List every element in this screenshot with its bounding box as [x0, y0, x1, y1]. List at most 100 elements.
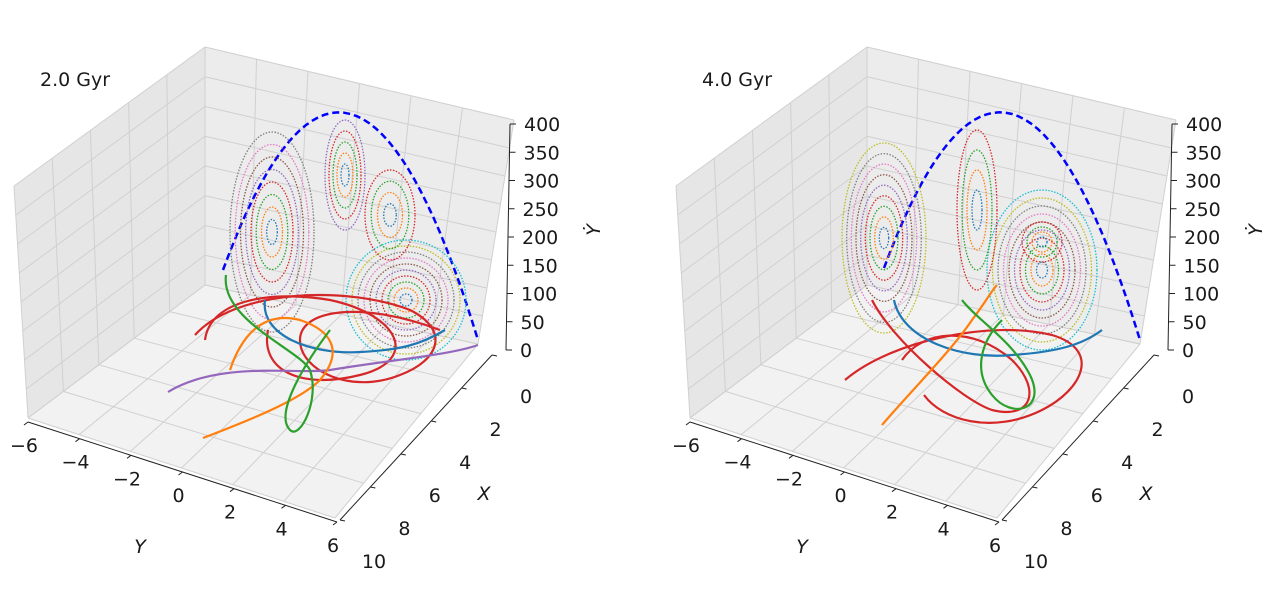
left-island-orbit-section: [878, 226, 890, 250]
side-gridline-horizontal: [25, 254, 206, 390]
right-island-orbit-section: [1030, 253, 1054, 287]
side-gridline-horizontal: [687, 254, 868, 390]
central-island-orbit-section: [332, 141, 358, 209]
central-island-orbit-section: [956, 129, 998, 291]
x-tick: [685, 421, 691, 426]
floor-gridline-x: [831, 311, 1112, 380]
x-tick-label: −4: [61, 452, 89, 474]
x-tick: [737, 438, 742, 443]
side-gridline-horizontal: [689, 284, 868, 419]
upper-island-orbit-section: [370, 180, 410, 250]
small-island-orbit-section: [1021, 221, 1063, 263]
chart-title: 2.0 Gyr: [40, 69, 110, 91]
right-island-orbit-section: [1013, 229, 1071, 311]
back-gridline-horizontal: [204, 165, 497, 233]
side-gridline-horizontal: [679, 106, 868, 245]
x-tick: [281, 504, 286, 509]
z-tick-label: 300: [1185, 171, 1221, 193]
side-gridline-horizontal: [686, 225, 868, 361]
z-tick-label: 350: [524, 142, 560, 164]
floor-gridline-y: [78, 294, 251, 436]
back-gridline-horizontal: [866, 225, 1150, 289]
x-tick: [943, 504, 948, 509]
orbit-red-2: [203, 295, 397, 382]
x-tick: [332, 521, 338, 526]
x-tick: [229, 488, 235, 493]
x-tick: [75, 438, 80, 443]
y-axis-label: X: [476, 483, 491, 505]
z-axis-label: Ẏ: [582, 223, 605, 236]
z-tick-label: 100: [1183, 284, 1219, 306]
floor-gridline-y: [130, 304, 297, 452]
z-tick-label: 300: [523, 171, 559, 193]
y-tick-label: 8: [398, 518, 410, 540]
right-island-orbit-section: [1019, 237, 1065, 303]
orbit-purple: [167, 343, 479, 393]
floor-gridline-y: [894, 323, 1050, 486]
left-island-orbit-section: [234, 143, 310, 321]
y-tick-label: 2: [490, 419, 502, 441]
back-gridline-horizontal: [204, 46, 515, 121]
floor-pane: [28, 285, 478, 518]
right-island-orbit-section: [381, 275, 431, 325]
x-tick: [178, 471, 183, 476]
left-island-orbit-section: [260, 206, 284, 258]
back-gridline-horizontal: [204, 76, 510, 149]
central-island-orbit-section: [328, 130, 362, 220]
floor-gridline-x: [169, 311, 450, 380]
orbit-red-2: [871, 299, 1031, 413]
x-tick-label: −6: [10, 435, 38, 457]
x-tick-label: −2: [775, 468, 803, 490]
back-gridline-horizontal: [204, 106, 506, 177]
floor-gridline-y: [181, 314, 342, 469]
chart-title: 4.0 Gyr: [702, 69, 772, 91]
left-island-orbit-section: [874, 216, 894, 260]
side-gridline-horizontal: [13, 46, 206, 187]
y-axis-label: X: [1138, 483, 1153, 505]
side-gridline-horizontal: [24, 225, 206, 361]
x-axis-label: Y: [796, 536, 809, 558]
back-gridline-horizontal: [866, 135, 1163, 205]
right-island-orbit-section: [363, 257, 449, 343]
z-tick-label: 0: [520, 340, 532, 362]
y-axis-line: [339, 354, 493, 521]
side-pane: [676, 47, 867, 418]
y-tick-label: 8: [1060, 518, 1072, 540]
floor-gridline-x: [27, 417, 336, 519]
y-tick-label: 10: [362, 551, 386, 573]
left-island-orbit-section: [864, 195, 904, 281]
left-island-orbit-section: [229, 131, 315, 333]
z-tick-label: 200: [1184, 227, 1220, 249]
central-island-orbit-section: [324, 119, 366, 231]
z-tick-label: 200: [522, 227, 558, 249]
x-tick: [840, 471, 845, 476]
floor-gridline-x: [760, 364, 1055, 449]
right-island-orbit-section: [351, 245, 461, 355]
y-tick-label: 6: [429, 485, 441, 507]
x-tick-label: −4: [723, 452, 751, 474]
side-gridline-horizontal: [682, 165, 868, 303]
side-gridline-horizontal: [27, 284, 206, 419]
left-island-orbit-section: [860, 184, 908, 292]
orbit-green: [224, 274, 331, 433]
chart-panel-2: −6−4−20246024681005010015020025030035040…: [672, 46, 1267, 573]
floor-pane: [690, 285, 1140, 518]
right-island-orbit-section: [1024, 245, 1060, 295]
floor-gridline-y: [996, 343, 1141, 519]
x-tick-label: 2: [224, 502, 236, 524]
back-gridline-horizontal: [866, 254, 1145, 317]
back-gridline-horizontal: [204, 254, 483, 317]
zero-velocity-curve: [221, 111, 480, 341]
left-island-orbit-section: [255, 193, 289, 271]
right-island-orbit-section: [1035, 261, 1049, 279]
right-island-orbit-section: [399, 293, 413, 307]
left-island-orbit-section: [855, 174, 913, 302]
x-tick: [126, 454, 132, 459]
side-gridline-horizontal: [677, 76, 868, 216]
side-gridline-horizontal: [675, 46, 868, 187]
side-gridline-horizontal: [680, 135, 868, 274]
side-gridline-horizontal: [17, 106, 206, 245]
upper-island-orbit-section: [364, 169, 416, 261]
side-gridline-horizontal: [684, 195, 868, 332]
x-axis-label: Y: [134, 536, 147, 558]
